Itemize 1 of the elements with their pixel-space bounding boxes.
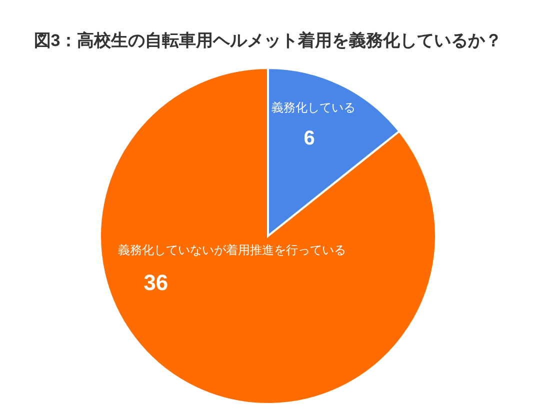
title: 図3：高校生の自転車用ヘルメット着用を義務化しているか？ bbox=[34, 31, 502, 50]
